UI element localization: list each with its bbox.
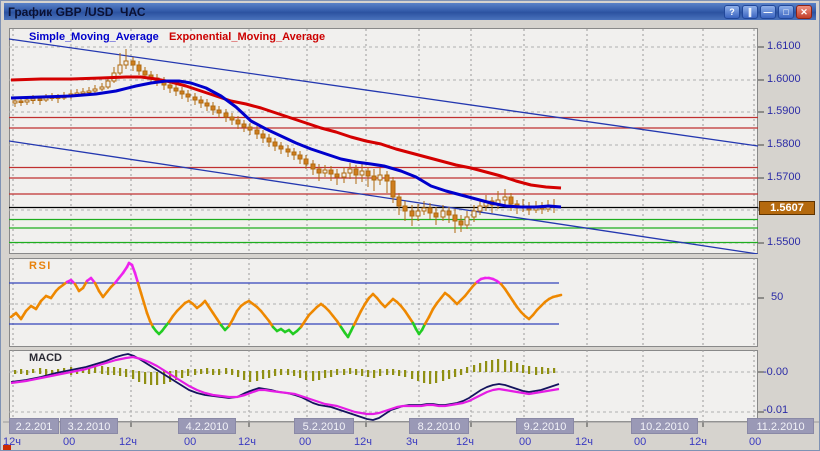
time-label: 12ч (575, 436, 593, 448)
time-label: 00 (299, 436, 312, 448)
time-label: 00 (634, 436, 647, 448)
maximize-button[interactable]: □ (778, 4, 794, 19)
time-label: 00 (519, 436, 532, 448)
price-axis-label: 1.6000 (767, 73, 801, 85)
time-label: 12ч (689, 436, 707, 448)
price-chart-panel[interactable] (9, 28, 758, 254)
price-axis-label: 1.5900 (767, 105, 801, 117)
macd-axis-label-minus01: -0.01 (763, 404, 789, 416)
macd-axis-label-zero: -0.00 (763, 366, 789, 378)
date-label: 11.2.2010 (747, 418, 814, 434)
time-label: 12ч (119, 436, 137, 448)
time-label: 00 (63, 436, 76, 448)
date-label: 9.2.2010 (516, 418, 574, 434)
help-button[interactable]: ? (724, 4, 740, 19)
time-label: 12ч (456, 436, 474, 448)
current-price-box: 1.5607 (759, 201, 815, 215)
price-axis-label: 1.6100 (767, 40, 801, 52)
corner-marker (3, 445, 11, 450)
rsi-panel[interactable] (9, 258, 758, 347)
date-label: 2.2.201 (9, 418, 59, 434)
window-buttons: ? ∥ — □ ✕ (724, 4, 812, 19)
date-label: 5.2.2010 (294, 418, 354, 434)
rsi-axis-label: 50 (771, 291, 784, 303)
date-label: 8.2.2010 (409, 418, 469, 434)
time-label: 3ч (406, 436, 418, 448)
date-label: 4.2.2010 (178, 418, 236, 434)
macd-label: MACD (29, 352, 62, 364)
price-axis-label: 1.5800 (767, 138, 801, 150)
titlebar[interactable]: График GBP /USD ЧАС ? ∥ — □ ✕ (4, 3, 816, 20)
time-label: 12ч (354, 436, 372, 448)
legend-ema: Exponential_Moving_Average (169, 31, 326, 43)
window-title: График GBP /USD ЧАС (8, 4, 146, 19)
minimize-button[interactable]: — (760, 4, 776, 19)
legend-sma: Simple_Moving_Average (29, 31, 159, 43)
pause-button[interactable]: ∥ (742, 4, 758, 19)
macd-panel[interactable] (9, 350, 758, 422)
price-axis-label: 1.5500 (767, 236, 801, 248)
time-label: 00 (749, 436, 762, 448)
rsi-label: RSI (29, 260, 52, 272)
time-label: 12ч (238, 436, 256, 448)
date-label: 10.2.2010 (631, 418, 698, 434)
time-label: 00 (184, 436, 197, 448)
close-button[interactable]: ✕ (796, 4, 812, 19)
price-axis-label: 1.5700 (767, 171, 801, 183)
date-label: 3.2.2010 (60, 418, 118, 434)
